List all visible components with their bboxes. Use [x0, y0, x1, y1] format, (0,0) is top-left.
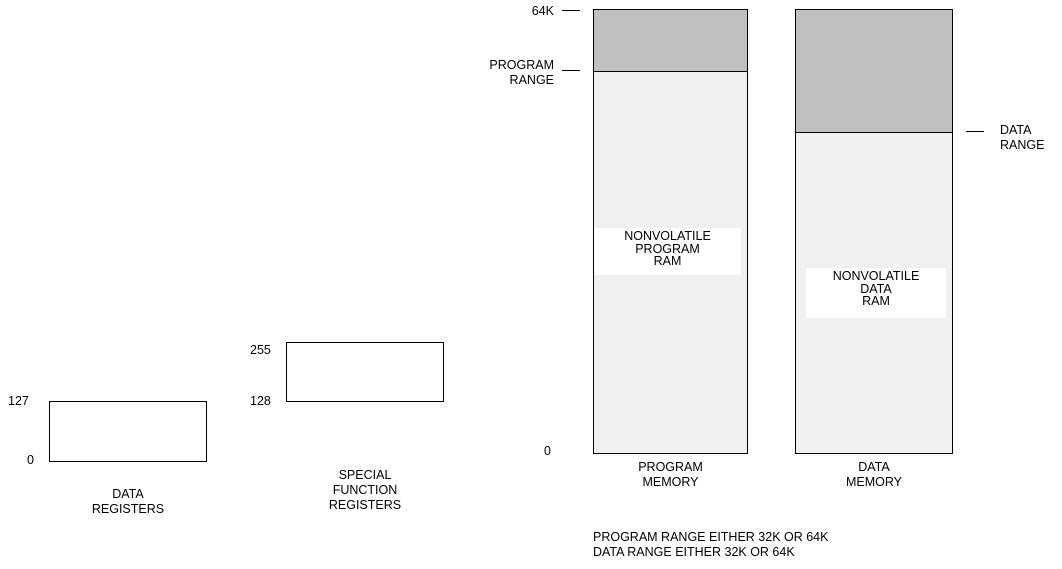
program-memory-bottom-label: 0 — [544, 444, 551, 458]
caption-line: DATA — [112, 487, 144, 501]
data-unused-region — [796, 10, 952, 133]
caption-line: REGISTERS — [328, 498, 402, 512]
caption-line: PROGRAM — [638, 460, 703, 474]
caption-line: FUNCTION — [332, 483, 398, 497]
caption-line: MEMORY — [642, 475, 699, 489]
caption-line: DATA — [858, 460, 890, 474]
program-memory-top-label: 64K — [531, 4, 554, 18]
data-registers-top-label: 127 — [8, 394, 29, 408]
caption-line: REGISTERS — [91, 502, 165, 516]
range-label-line: DATA — [1000, 123, 1032, 137]
data-range-tick — [966, 131, 984, 132]
program-memory-caption: PROGRAM MEMORY — [593, 460, 748, 490]
range-label-line: RANGE — [1000, 138, 1045, 152]
sfr-top-label: 255 — [250, 343, 271, 357]
data-range-label: DATA RANGE — [1000, 123, 1044, 153]
data-registers-box — [49, 401, 207, 462]
caption-line: MEMORY — [845, 475, 903, 489]
caption-line: SPECIAL — [338, 468, 392, 482]
sfr-bottom-label: 128 — [250, 394, 271, 408]
data-ram-label: NONVOLATILE DATA RAM — [806, 268, 946, 318]
program-range-tick — [562, 70, 580, 71]
top-tick — [562, 10, 580, 11]
data-memory-block: NONVOLATILE DATA RAM — [795, 9, 953, 454]
inner-label-line: RAM — [653, 254, 682, 268]
range-label-line: PROGRAM — [489, 58, 554, 72]
sfr-box — [286, 342, 444, 402]
data-registers-caption: DATA REGISTERS — [49, 487, 207, 517]
program-memory-block: NONVOLATILE PROGRAM RAM — [593, 9, 748, 454]
inner-label-line: NONVOLATILE — [832, 269, 920, 283]
note-line: DATA RANGE EITHER 32K OR 64K — [593, 545, 795, 559]
data-registers-bottom-label: 0 — [27, 453, 34, 467]
range-notes: PROGRAM RANGE EITHER 32K OR 64K DATA RAN… — [593, 530, 828, 560]
program-range-label: PROGRAM RANGE — [440, 58, 554, 88]
sfr-caption: SPECIAL FUNCTION REGISTERS — [286, 468, 444, 513]
inner-label-line: NONVOLATILE — [624, 229, 711, 243]
program-ram-label: NONVOLATILE PROGRAM RAM — [594, 228, 741, 275]
program-unused-region — [594, 10, 747, 72]
note-line: PROGRAM RANGE EITHER 32K OR 64K — [593, 530, 829, 544]
data-memory-caption: DATA MEMORY — [795, 460, 953, 490]
range-label-line: RANGE — [509, 73, 554, 87]
inner-label-line: RAM — [862, 294, 890, 308]
inner-label-line: DATA — [860, 281, 892, 296]
inner-label-line: PROGRAM — [635, 241, 700, 256]
